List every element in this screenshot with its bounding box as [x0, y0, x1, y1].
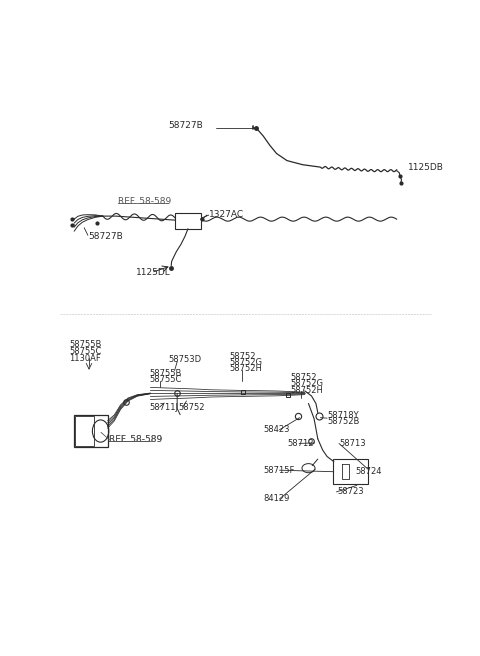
- Text: 58713: 58713: [340, 439, 366, 448]
- Text: 58423: 58423: [264, 425, 290, 434]
- Text: REF. 58-589: REF. 58-589: [118, 197, 171, 207]
- Text: 58752G: 58752G: [229, 358, 262, 367]
- Text: 58727B: 58727B: [168, 121, 203, 130]
- Text: 58755B: 58755B: [69, 340, 102, 350]
- Text: 1125DL: 1125DL: [136, 268, 171, 277]
- Text: 58718Y: 58718Y: [328, 411, 360, 420]
- Text: 58752H: 58752H: [290, 386, 324, 395]
- Text: 58753D: 58753D: [168, 354, 201, 363]
- Text: 58755C: 58755C: [69, 347, 102, 356]
- Text: 1327AC: 1327AC: [209, 210, 244, 218]
- Text: 58755C: 58755C: [149, 375, 181, 384]
- Bar: [75, 416, 94, 447]
- Text: 58711J: 58711J: [149, 403, 178, 411]
- Bar: [74, 415, 108, 447]
- Text: 58724: 58724: [356, 467, 382, 476]
- Text: REF. 58-589: REF. 58-589: [109, 436, 163, 444]
- Text: 58752G: 58752G: [290, 379, 324, 388]
- Text: 58752B: 58752B: [328, 417, 360, 426]
- Text: 1125DB: 1125DB: [408, 163, 444, 172]
- Text: 58715F: 58715F: [264, 466, 295, 475]
- Text: 58727B: 58727B: [88, 232, 123, 241]
- Text: REF. 58-589: REF. 58-589: [109, 436, 163, 444]
- Text: 84129: 84129: [264, 495, 290, 503]
- Text: 58752H: 58752H: [229, 364, 262, 373]
- Text: 58723: 58723: [337, 487, 364, 497]
- Bar: [175, 213, 201, 229]
- Text: 58752: 58752: [229, 352, 256, 361]
- Text: 1130AF: 1130AF: [69, 354, 101, 363]
- Text: 58752: 58752: [290, 373, 317, 382]
- Text: 58712: 58712: [288, 439, 314, 448]
- Text: 58755B: 58755B: [149, 369, 181, 378]
- Text: 58752: 58752: [178, 403, 205, 411]
- Bar: [333, 459, 368, 484]
